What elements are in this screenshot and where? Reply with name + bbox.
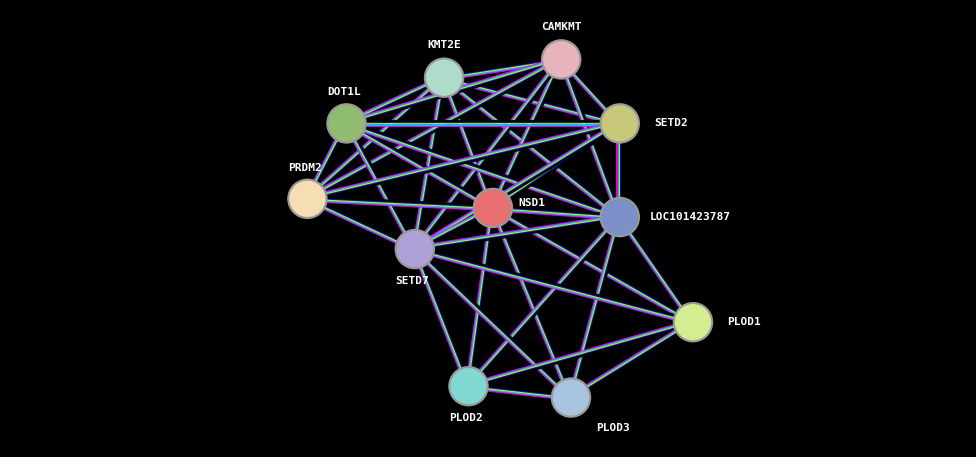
Text: SETD7: SETD7 xyxy=(395,276,429,286)
Ellipse shape xyxy=(542,40,581,79)
Ellipse shape xyxy=(449,367,488,405)
Ellipse shape xyxy=(600,104,639,143)
Ellipse shape xyxy=(395,230,434,268)
Ellipse shape xyxy=(673,303,712,341)
Text: PLOD1: PLOD1 xyxy=(727,317,761,327)
Text: SETD2: SETD2 xyxy=(654,118,688,128)
Ellipse shape xyxy=(327,104,366,143)
Ellipse shape xyxy=(551,378,590,417)
Text: DOT1L: DOT1L xyxy=(327,87,361,97)
Ellipse shape xyxy=(425,58,464,97)
Ellipse shape xyxy=(473,189,512,227)
Text: PLOD3: PLOD3 xyxy=(596,423,630,433)
Text: PRDM2: PRDM2 xyxy=(288,163,322,173)
Text: CAMKMT: CAMKMT xyxy=(541,22,582,32)
Text: NSD1: NSD1 xyxy=(518,198,545,208)
Ellipse shape xyxy=(288,180,327,218)
Text: KMT2E: KMT2E xyxy=(427,40,461,50)
Text: LOC101423787: LOC101423787 xyxy=(649,212,730,222)
Ellipse shape xyxy=(600,198,639,236)
Text: PLOD2: PLOD2 xyxy=(449,413,483,423)
